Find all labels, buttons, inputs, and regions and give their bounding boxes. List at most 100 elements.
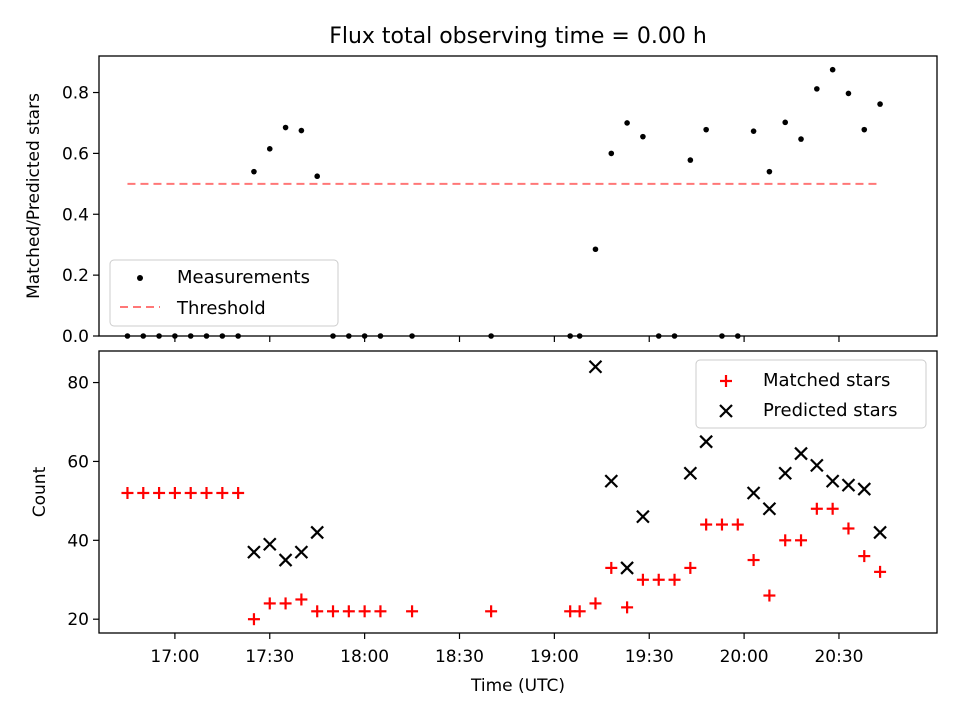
measurement-point — [624, 120, 630, 126]
matched-star-point — [858, 550, 871, 563]
measurement-point — [798, 136, 804, 142]
matched-star-point — [295, 593, 308, 606]
matched-star-point — [374, 605, 387, 618]
top-legend: Measurements Threshold — [109, 259, 339, 327]
matched-star-point — [342, 605, 355, 618]
matched-star-point — [358, 605, 371, 618]
matched-star-point — [810, 502, 823, 515]
x-tick-label: 20:00 — [720, 647, 769, 667]
measurement-point — [640, 133, 646, 140]
x-tick-label: 18:00 — [340, 647, 389, 667]
bottom-x-ticks: 17:00 17:30 18:00 18:30 19:00 19:30 20:00 20:30 — [150, 633, 863, 667]
predicted-star-point — [762, 501, 777, 516]
measurement-point — [750, 128, 757, 134]
matched-star-point — [184, 486, 197, 499]
chart-title: Flux total observing time = 0.00 h — [329, 24, 707, 49]
bottom-y-ticks: 20 40 60 80 — [67, 374, 99, 630]
matched-star-point — [652, 573, 665, 586]
top-axes-frame — [98, 55, 938, 337]
measurement-point — [782, 119, 789, 126]
legend-marker-predicted — [719, 404, 733, 418]
predicted-star-point — [620, 561, 634, 575]
matched-star-point — [573, 605, 586, 618]
x-tick-label: 17:30 — [245, 647, 294, 667]
measurement-point — [592, 246, 599, 253]
predicted-star-point — [873, 525, 887, 540]
bottom-plot-area — [121, 359, 887, 626]
y-tick-label: 20 — [67, 610, 89, 630]
measurement-point — [877, 101, 883, 107]
legend-marker-measurements — [137, 275, 143, 281]
measurement-point — [608, 150, 615, 157]
matched-star-point — [279, 597, 292, 610]
predicted-star-point — [247, 545, 261, 559]
bottom-legend-box — [695, 359, 927, 429]
measurement-point — [298, 127, 305, 134]
matched-star-point — [605, 561, 618, 574]
predicted-star-point — [588, 359, 603, 374]
matched-star-point — [121, 486, 134, 499]
legend-label-threshold: Threshold — [176, 298, 266, 319]
top-panel: 0.00.20.40.60.8 Matched/Predicted stars … — [24, 55, 938, 347]
bottom-panel: 20 40 60 80 17:00 17:30 18:00 18:30 19:00 19:30 2… — [30, 350, 938, 696]
predicted-star-point — [636, 509, 650, 524]
bottom-axes-frame — [98, 350, 938, 634]
legend-label-matched: Matched stars — [763, 370, 890, 391]
matched-star-point — [327, 605, 340, 618]
matched-star-point — [621, 601, 634, 614]
measurement-point — [251, 168, 257, 175]
measurement-point — [861, 126, 868, 133]
matched-star-point — [842, 522, 855, 535]
measurement-point — [687, 157, 694, 163]
predicted-star-point — [841, 478, 856, 492]
y-tick-label: 0.2 — [62, 266, 89, 286]
matched-star-point — [684, 561, 697, 574]
matched-star-point — [311, 605, 324, 618]
matched-star-point — [779, 534, 792, 547]
predicted-star-point — [262, 537, 277, 552]
legend-label-predicted: Predicted stars — [763, 400, 897, 421]
predicted-star-point — [278, 553, 293, 567]
predicted-star-point — [794, 446, 808, 461]
matched-star-point — [232, 486, 245, 499]
predicted-star-point — [810, 458, 824, 473]
matched-star-point — [668, 573, 681, 586]
matched-star-point — [406, 605, 419, 618]
measurement-point — [314, 173, 320, 180]
predicted-star-point — [310, 525, 324, 540]
y-tick-label: 0.0 — [62, 327, 89, 347]
matched-star-point — [763, 589, 776, 602]
matched-star-point — [636, 573, 649, 586]
matched-star-point — [700, 518, 713, 531]
matched-star-point — [485, 605, 498, 618]
y-tick-label: 0.8 — [62, 84, 89, 104]
measurement-point — [766, 168, 773, 175]
matched-star-point — [589, 597, 602, 610]
legend-marker-matched — [720, 375, 732, 387]
legend-label-measurements: Measurements — [177, 267, 310, 288]
y-tick-label: 80 — [67, 374, 89, 394]
top-legend-box — [109, 259, 339, 327]
matched-star-point — [747, 554, 760, 567]
matched-star-point — [247, 613, 260, 626]
y-tick-label: 0.4 — [62, 205, 89, 225]
bottom-ylabel: Count — [30, 466, 50, 517]
y-tick-label: 40 — [67, 531, 89, 551]
y-tick-label: 60 — [67, 452, 89, 472]
predicted-star-point — [604, 474, 619, 488]
predicted-star-point — [683, 466, 698, 481]
matched-star-point — [874, 565, 887, 578]
matched-star-point — [731, 518, 744, 531]
bottom-xlabel: Time (UTC) — [470, 676, 565, 696]
measurement-point — [266, 146, 273, 152]
predicted-star-point — [699, 434, 713, 449]
bottom-legend: Matched stars Predicted stars — [695, 359, 927, 429]
matched-star-point — [200, 486, 213, 499]
matched-star-point — [137, 486, 150, 499]
y-tick-label: 0.6 — [62, 144, 89, 164]
measurement-point — [829, 66, 836, 73]
measurement-point — [282, 124, 289, 131]
predicted-star-point — [857, 482, 872, 496]
matched-star-point — [826, 502, 839, 515]
